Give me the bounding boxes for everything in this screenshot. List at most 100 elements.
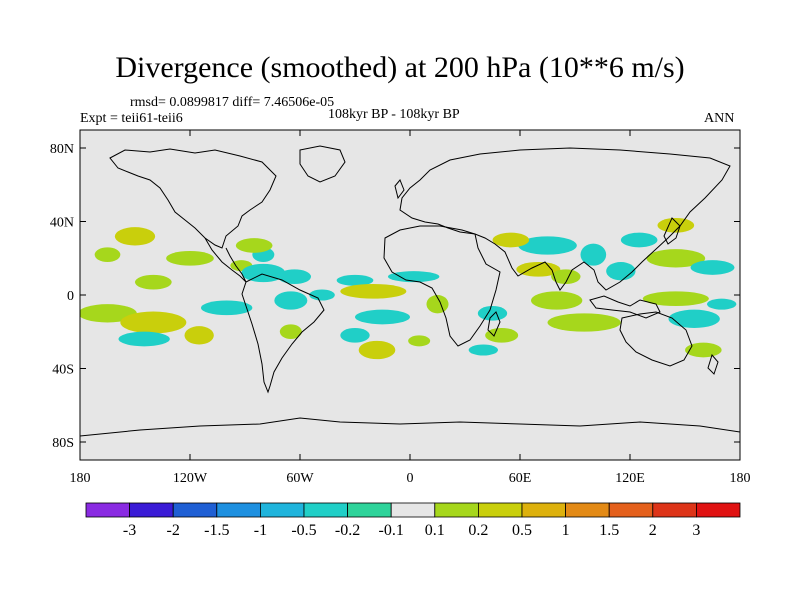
region-13 <box>235 238 273 253</box>
region-19 <box>388 271 440 283</box>
region-7 <box>184 326 214 345</box>
x-tick-label: 60E <box>509 471 532 486</box>
colorbar-label: -0.2 <box>335 522 360 539</box>
region-1 <box>94 247 121 262</box>
colorbar-label: -0.1 <box>379 522 404 539</box>
coast-eurasia <box>399 147 731 291</box>
y-tick-label: 0 <box>67 289 74 304</box>
colorbar-swatch <box>652 502 697 518</box>
colorbar-swatch <box>259 502 305 518</box>
region-2 <box>166 251 214 266</box>
region-34 <box>580 243 607 266</box>
region-33 <box>547 313 621 332</box>
region-36 <box>620 232 658 248</box>
colorbar-label: 0.2 <box>468 522 488 539</box>
x-axis: 180 120W 60W 0 60E 120E 180 <box>70 130 751 486</box>
region-39 <box>690 260 735 275</box>
y-axis: 80N 40N 0 40S 80S <box>50 142 740 451</box>
colorbar-label: 0.5 <box>512 522 532 539</box>
colorbar: -3 -2 -1.5 -1 -0.5 -0.2 -0.1 0.1 0.2 0.5 1 1.5 2 3 <box>85 502 741 539</box>
region-0 <box>114 227 156 246</box>
coast-north-america <box>109 148 277 249</box>
x-tick-label: 120W <box>173 471 208 486</box>
colorbar-swatch <box>303 502 348 518</box>
region-18 <box>340 284 407 299</box>
region-12 <box>278 269 311 284</box>
coast-south-america <box>241 273 325 394</box>
coast-central-america <box>204 237 247 283</box>
colorbar-swatch <box>521 502 566 518</box>
coast-japan <box>663 217 681 245</box>
colorbar-swatch <box>390 502 436 518</box>
experiment-label: Expt = teii61-teii6 <box>80 111 183 126</box>
colorbar-label: -1.5 <box>204 522 229 539</box>
colorbar-swatch <box>696 502 741 518</box>
region-3 <box>135 274 172 290</box>
colorbar-swatch <box>129 502 174 518</box>
colorbar-label: -2 <box>167 522 180 539</box>
region-6 <box>118 331 170 347</box>
x-tick-label: 180 <box>70 471 91 486</box>
region-20 <box>355 309 410 325</box>
x-tick-label: 0 <box>407 471 414 486</box>
colorbar-label: 1.5 <box>599 522 619 539</box>
coast-uk <box>394 179 405 200</box>
period-label: 108kyr BP - 108kyr BP <box>328 107 460 122</box>
colorbar-label: 0.1 <box>425 522 445 539</box>
coast-new-zealand <box>707 353 719 375</box>
region-21 <box>340 328 370 343</box>
region-23 <box>408 335 431 347</box>
region-25 <box>477 306 508 321</box>
region-22 <box>358 340 396 360</box>
region-42 <box>707 298 737 310</box>
colorbar-label: -3 <box>123 522 136 539</box>
y-tick-label: 80N <box>50 142 74 157</box>
region-29 <box>492 232 530 248</box>
colorbar-label: 1 <box>562 522 570 539</box>
region-4 <box>80 304 137 323</box>
region-32 <box>531 291 583 310</box>
region-8 <box>201 300 253 316</box>
region-14 <box>274 291 308 310</box>
coastlines <box>80 145 740 437</box>
region-26 <box>485 328 519 343</box>
colorbar-swatch <box>608 502 654 518</box>
coast-africa <box>383 225 501 347</box>
region-5 <box>120 311 187 334</box>
coast-madagascar <box>487 311 501 337</box>
divergence-regions <box>80 218 737 360</box>
region-41 <box>668 309 720 329</box>
region-27 <box>468 344 499 356</box>
colorbar-label: 3 <box>692 522 700 539</box>
region-40 <box>642 291 709 306</box>
colorbar-label: 2 <box>649 522 657 539</box>
colorbar-swatch <box>347 502 392 518</box>
y-tick-label: 40S <box>52 363 74 378</box>
region-30 <box>516 262 561 277</box>
colorbar-swatch <box>477 502 523 518</box>
region-35 <box>606 262 636 281</box>
map-background <box>80 130 740 460</box>
colorbar-swatch <box>216 502 261 518</box>
region-28 <box>518 236 577 255</box>
colorbar-swatch <box>565 502 610 518</box>
x-tick-label: 60W <box>286 471 314 486</box>
region-38 <box>646 249 706 268</box>
region-43 <box>685 342 722 358</box>
coast-greenland <box>299 145 346 183</box>
x-tick-label: 120E <box>615 471 645 486</box>
coast-australia <box>619 311 693 367</box>
colorbar-label: -0.5 <box>291 522 316 539</box>
colorbar-swatch <box>85 502 130 518</box>
colorbar-swatch <box>172 502 218 518</box>
region-31 <box>551 269 581 284</box>
y-tick-label: 80S <box>52 436 74 451</box>
region-17 <box>336 274 374 286</box>
coast-antarctica <box>80 417 740 437</box>
y-tick-label: 40N <box>50 216 74 231</box>
coast-indonesia <box>589 295 661 319</box>
chart-title: Divergence (smoothed) at 200 hPa (10**6 … <box>115 51 685 84</box>
stats-label: rmsd= 0.0899817 diff= 7.46506e-05 <box>130 95 335 110</box>
region-15 <box>279 324 302 339</box>
